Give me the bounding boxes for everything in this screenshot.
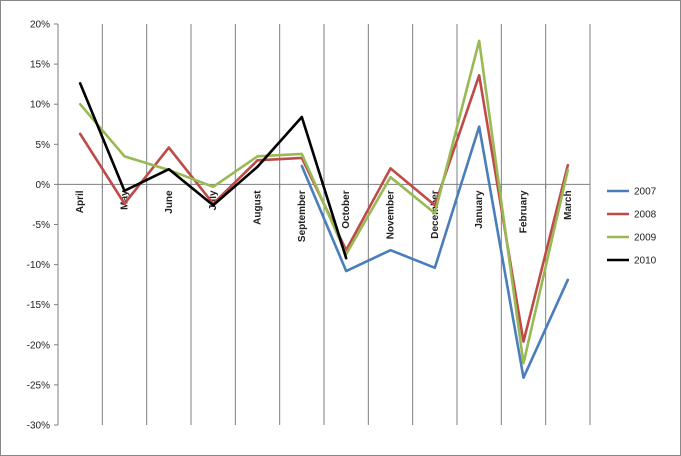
x-tick-label: April	[75, 190, 86, 213]
y-tick-label: 5%	[36, 140, 51, 151]
y-tick-label: 15%	[30, 60, 50, 71]
y-tick-label: 10%	[30, 100, 50, 111]
legend-label-2007: 2007	[634, 187, 657, 198]
y-tick-label: -25%	[27, 380, 50, 391]
y-tick-label: -15%	[27, 300, 50, 311]
y-tick-label: 0%	[36, 180, 51, 191]
y-tick-labels: 20% 15% 10% 5% 0% -5% -10% -15% -20% -25% -30%	[27, 20, 50, 432]
grid	[101, 24, 591, 425]
x-tick-label: December	[430, 190, 441, 238]
legend-label-2008: 2008	[634, 210, 657, 221]
y-tick-label: -20%	[27, 340, 50, 351]
x-tick-label: June	[164, 190, 175, 214]
x-tick-labels: April May June July August September October No…	[75, 190, 574, 242]
x-tick-label: October	[341, 190, 352, 228]
x-tick-label: May	[120, 190, 131, 210]
x-tick-label: February	[519, 190, 530, 233]
y-tick-label: 20%	[30, 20, 50, 31]
series-line-2009	[78, 39, 570, 365]
x-tick-label: August	[253, 190, 264, 225]
legend-label-2009: 2009	[634, 233, 657, 244]
series-lines	[78, 39, 570, 379]
y-tick-label: -10%	[27, 260, 50, 271]
x-tick-label: January	[474, 190, 485, 229]
y-tick-label: -30%	[27, 421, 50, 432]
x-tick-label: September	[297, 190, 308, 242]
x-tick-label: March	[563, 190, 574, 219]
series-line-2010	[78, 82, 348, 260]
y-tick-label: -5%	[32, 220, 50, 231]
x-tick-label: November	[386, 190, 397, 239]
series-line-2007	[300, 125, 570, 379]
legend-label-2010: 2010	[634, 256, 657, 267]
x-tick-label: July	[208, 190, 219, 210]
legend: 2007 2008 2009 2010	[607, 187, 657, 267]
